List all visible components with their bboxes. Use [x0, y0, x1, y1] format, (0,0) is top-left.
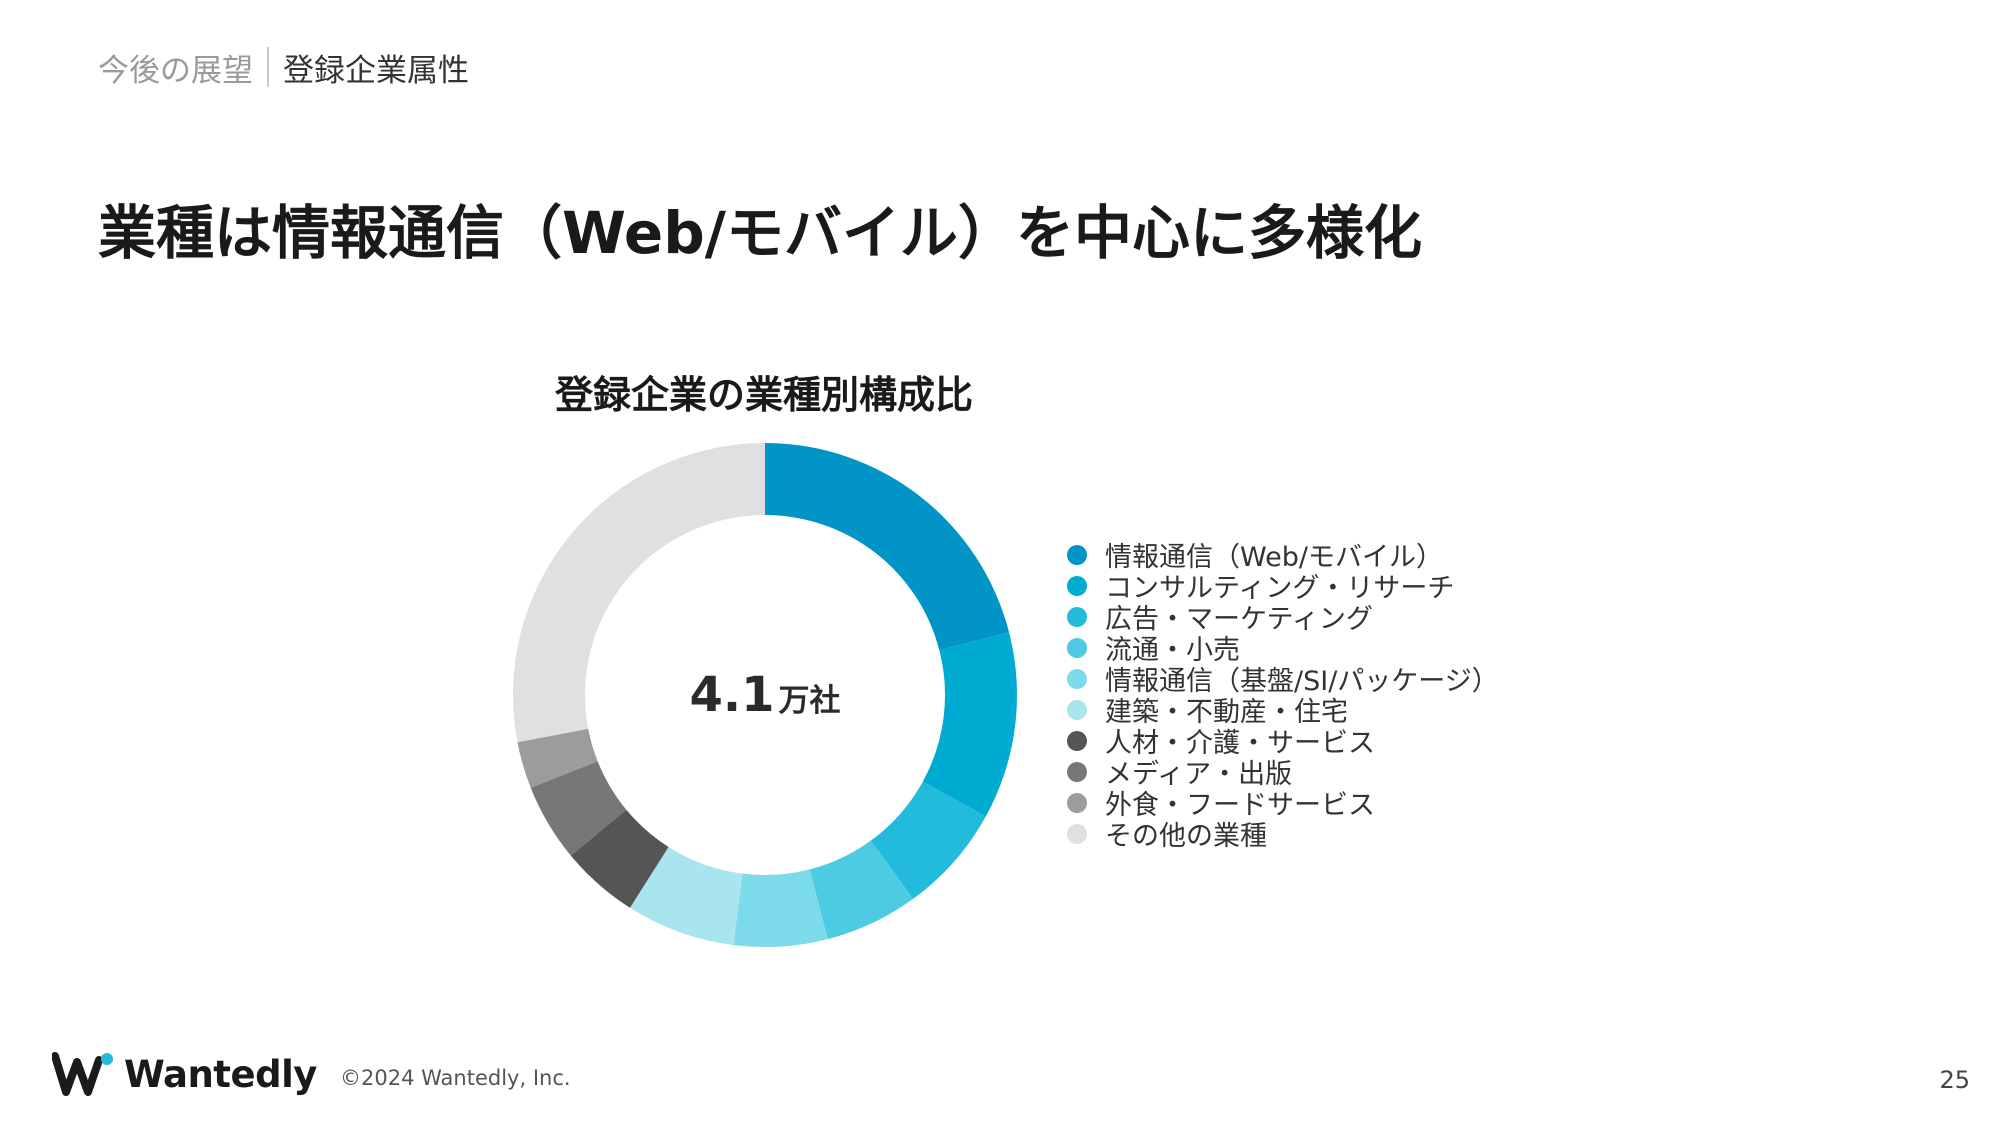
- legend-label: 流通・小売: [1105, 635, 1240, 666]
- logo-text: Wantedly: [124, 1052, 317, 1096]
- legend-label: 広告・マーケティング: [1105, 604, 1373, 635]
- legend-item: 流通・小売: [1067, 632, 1499, 666]
- legend-swatch: [1067, 823, 1087, 844]
- legend-item: 建築・不動産・住宅: [1067, 694, 1499, 728]
- donut-slice-1: [922, 632, 1017, 817]
- legend-swatch: [1067, 575, 1087, 596]
- legend-item: 人材・介護・サービス: [1067, 725, 1499, 759]
- breadcrumb: 今後の展望 登録企業属性: [98, 44, 469, 90]
- donut-slice-8: [517, 728, 598, 788]
- center-unit: 万社: [778, 683, 841, 719]
- donut-slice-0: [765, 443, 1010, 651]
- breadcrumb-parent: 今後の展望: [98, 52, 253, 89]
- legend-swatch: [1067, 637, 1087, 658]
- legend-swatch: [1067, 606, 1087, 627]
- page-title: 業種は情報通信（Web/モバイル）を中心に多様化: [98, 199, 1422, 267]
- legend-item: 情報通信（基盤/SI/パッケージ）: [1067, 663, 1499, 697]
- wantedly-logo: Wantedly: [52, 1052, 317, 1096]
- legend-item: メディア・出版: [1067, 756, 1499, 790]
- copyright: ©2024 Wantedly, Inc.: [340, 1066, 571, 1090]
- legend-swatch: [1067, 761, 1087, 782]
- legend-label: その他の業種: [1105, 821, 1267, 852]
- wantedly-logo-icon: [52, 1052, 113, 1096]
- donut-slice-7: [530, 761, 627, 856]
- legend-label: メディア・出版: [1105, 759, 1293, 790]
- donut-center-label: 4.1 万社: [510, 440, 1020, 950]
- donut-slice-6: [570, 809, 669, 908]
- center-value: 4.1: [689, 667, 775, 723]
- donut-slice-2: [870, 781, 986, 899]
- page-number: 25: [1939, 1066, 1970, 1094]
- donut-chart: [513, 443, 1017, 947]
- legend-label: 外食・フードサービス: [1105, 790, 1375, 821]
- donut-slice-3: [809, 840, 914, 940]
- legend-swatch: [1067, 792, 1087, 813]
- legend-item: 情報通信（Web/モバイル）: [1067, 539, 1499, 573]
- legend-item: 広告・マーケティング: [1067, 601, 1499, 635]
- legend-swatch: [1067, 699, 1087, 720]
- legend-swatch: [1067, 544, 1087, 565]
- donut-slice-4: [733, 869, 828, 947]
- donut-slice-9: [513, 443, 765, 743]
- legend-label: 建築・不動産・住宅: [1105, 697, 1348, 728]
- legend-swatch: [1067, 730, 1087, 751]
- chart-legend: 情報通信（Web/モバイル） コンサルティング・リサーチ 広告・マーケティング 流通・…: [1067, 539, 1499, 852]
- legend-swatch: [1067, 668, 1087, 689]
- legend-item: コンサルティング・リサーチ: [1067, 570, 1499, 604]
- legend-label: 人材・介護・サービス: [1105, 728, 1375, 759]
- legend-label: 情報通信（基盤/SI/パッケージ）: [1105, 666, 1499, 697]
- legend-label: コンサルティング・リサーチ: [1105, 573, 1455, 604]
- legend-item: 外食・フードサービス: [1067, 787, 1499, 821]
- breadcrumb-separator: [267, 47, 269, 87]
- donut-slice-5: [629, 846, 743, 946]
- legend-label: 情報通信（Web/モバイル）: [1105, 542, 1443, 573]
- legend-item: その他の業種: [1067, 818, 1499, 852]
- chart-title: 登録企業の業種別構成比: [554, 373, 973, 417]
- breadcrumb-current: 登録企業属性: [283, 52, 469, 89]
